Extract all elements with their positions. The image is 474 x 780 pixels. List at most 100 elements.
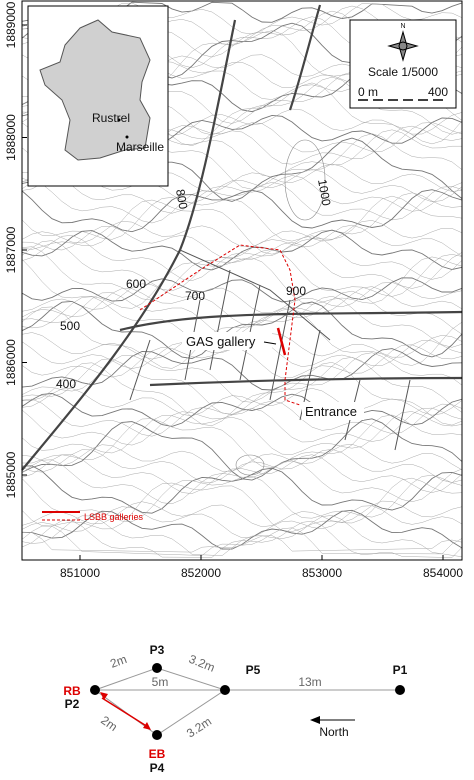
y-tick-label: 1885000 <box>4 451 18 498</box>
inset-label: Rustrel <box>92 111 130 125</box>
x-tick-label: 854000 <box>423 566 463 580</box>
node <box>152 663 162 673</box>
node <box>152 730 162 740</box>
contour-label: 1000 <box>315 178 333 207</box>
contour-label: 800 <box>173 188 190 210</box>
contour <box>21 235 463 281</box>
fault <box>209 269 231 371</box>
label-bg <box>182 332 272 350</box>
contour <box>21 398 463 437</box>
edge-label: 2m <box>98 713 120 734</box>
node <box>395 685 405 695</box>
node-label: P3 <box>150 643 165 657</box>
contour <box>21 348 463 391</box>
edge-label: 3.2m <box>184 714 214 740</box>
france-outline <box>39 19 151 161</box>
y-tick-label: 1888000 <box>4 114 18 161</box>
sensor-diagram: P3 P5 P1 P2 RB P4 EB 2m 3.2m 5m 13m 2m 3… <box>63 643 407 775</box>
contour <box>21 500 463 528</box>
contour <box>21 229 463 271</box>
contour <box>21 531 463 553</box>
red-arrow <box>101 697 149 728</box>
compass <box>387 30 419 62</box>
direction-label: North <box>319 725 348 739</box>
contour <box>21 388 463 417</box>
annotation: Entrance <box>305 404 357 419</box>
fault <box>129 339 151 401</box>
contour <box>21 195 463 255</box>
contour <box>21 220 463 248</box>
x-tick-label: 853000 <box>302 566 342 580</box>
annotation-arrow <box>263 341 277 345</box>
contour <box>21 174 463 214</box>
fault <box>394 379 411 451</box>
contour <box>21 352 463 403</box>
node-sublabel: RB <box>63 684 81 698</box>
contour <box>21 362 463 426</box>
contour <box>21 306 463 369</box>
contour-label: 900 <box>286 284 306 298</box>
contour <box>22 414 463 468</box>
contour <box>21 474 463 522</box>
node-label: P5 <box>246 663 261 677</box>
contour-label: 700 <box>185 289 205 303</box>
contour <box>21 459 463 505</box>
marseille-dot <box>125 135 129 139</box>
contour <box>21 505 463 539</box>
contour <box>21 356 463 415</box>
fault <box>21 19 237 471</box>
contour <box>21 192 463 242</box>
scale-start: 0 m <box>358 85 378 99</box>
y-tick-label: 1887000 <box>4 226 18 273</box>
scale-end: 400 <box>428 85 448 99</box>
contour <box>21 240 463 292</box>
annotation: GAS gallery <box>186 334 256 349</box>
legend-label: LSBB galleries <box>84 512 144 522</box>
y-tick-label: 1886000 <box>4 339 18 386</box>
gas-gallery <box>276 327 287 356</box>
edge-label: 3.2m <box>187 652 217 675</box>
contour <box>21 286 463 325</box>
node <box>90 685 100 695</box>
contour <box>21 520 463 558</box>
contour-label: 500 <box>60 319 80 333</box>
contour <box>21 465 463 514</box>
edge-label: 5m <box>152 675 169 689</box>
contour-label: 600 <box>126 277 146 291</box>
fault <box>149 376 463 387</box>
contour <box>21 246 463 301</box>
contour <box>21 509 463 550</box>
y-tick-label: 1889000 <box>4 1 18 48</box>
axes: 851000 852000 853000 854000 1885000 1886000 18… <box>4 1 463 580</box>
edge-label: 13m <box>298 675 321 689</box>
contour <box>21 448 463 483</box>
fault <box>288 4 322 111</box>
fault <box>179 249 331 341</box>
contour <box>21 443 463 472</box>
map-frame <box>21 0 463 561</box>
fault <box>269 299 291 401</box>
label-bg <box>302 402 364 420</box>
contour <box>21 393 463 427</box>
contour <box>21 300 463 359</box>
inset-label: Marseille <box>116 140 164 154</box>
node-sublabel: EB <box>149 747 166 761</box>
contour <box>21 407 463 446</box>
contour <box>284 139 326 221</box>
x-tick-label: 851000 <box>60 566 100 580</box>
contour <box>21 179 463 224</box>
node-label: P1 <box>393 663 408 677</box>
contour <box>235 454 265 476</box>
gallery-path <box>139 244 301 406</box>
x-tick-label: 852000 <box>181 566 221 580</box>
north-label: N <box>400 23 405 30</box>
galleries <box>139 244 301 406</box>
scale-title: Scale 1/5000 <box>368 65 438 79</box>
node-label: P4 <box>150 761 165 775</box>
contour <box>21 454 463 494</box>
contour <box>21 189 463 233</box>
contour <box>21 411 463 455</box>
fault <box>119 310 463 332</box>
arrowheads <box>100 692 151 730</box>
